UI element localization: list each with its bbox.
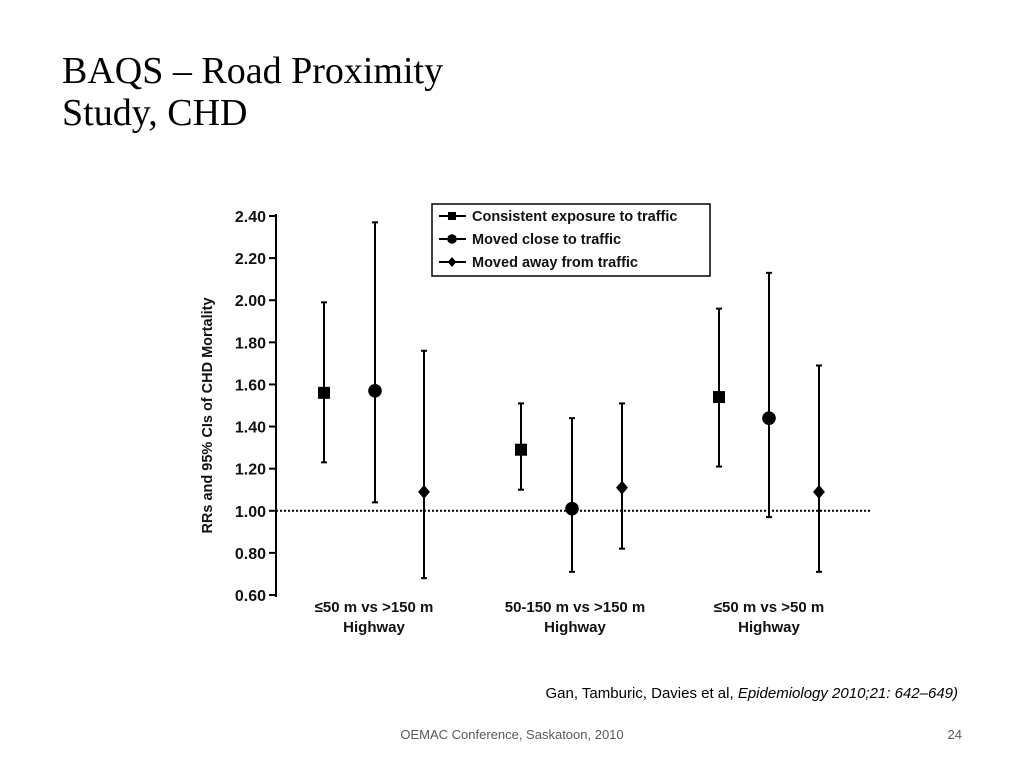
- y-tick-label: 2.20: [235, 251, 266, 268]
- slide-title-line-1: BAQS – Road Proximity: [62, 50, 444, 92]
- point-marker-square: [713, 391, 725, 404]
- y-tick-label: 2.40: [235, 209, 266, 226]
- y-tick-label: 1.80: [235, 335, 266, 352]
- slide-number: 24: [947, 727, 962, 742]
- x-category-label: 50-150 m vs >150 m: [505, 599, 646, 616]
- legend-marker-square: [448, 212, 456, 220]
- point-marker-square: [515, 443, 527, 456]
- y-tick-label: 0.80: [235, 546, 266, 563]
- footer-text: OEMAC Conference, Saskatoon, 2010: [400, 727, 624, 742]
- y-tick-label: 0.60: [235, 588, 266, 605]
- citation-journal: Epidemiology 2010;21: 642–649): [737, 685, 958, 702]
- y-tick-label: 1.20: [235, 462, 266, 479]
- legend-marker-diamond: [447, 257, 457, 267]
- legend-label: Moved close to traffic: [472, 232, 621, 248]
- point-marker-circle: [565, 501, 579, 516]
- legend-label: Consistent exposure to traffic: [472, 209, 677, 225]
- point-marker-diamond: [813, 484, 825, 499]
- citation-authors: Gan, Tamburic, Davies et al,: [545, 685, 738, 702]
- point-marker-diamond: [616, 480, 628, 495]
- legend-box: [431, 203, 711, 277]
- y-axis-label: RRs and 95% CIs of CHD Mortality: [200, 297, 216, 533]
- x-category-label: ≤50 m vs >50 m: [714, 599, 824, 616]
- point-marker-circle: [368, 383, 382, 398]
- y-tick-label: 1.00: [235, 504, 266, 521]
- x-category-label: Highway: [343, 619, 405, 636]
- y-tick-label: 2.00: [235, 293, 266, 310]
- citation: Gan, Tamburic, Davies et al, Epidemiolog…: [546, 685, 958, 702]
- point-marker-square: [318, 386, 330, 399]
- x-category-label: Highway: [738, 619, 800, 636]
- x-category-label: ≤50 m vs >150 m: [315, 599, 434, 616]
- point-marker-circle: [762, 411, 776, 425]
- x-category-label: Highway: [544, 619, 606, 636]
- legend-marker-circle: [447, 234, 457, 244]
- slide-title-line-2: Study, CHD: [62, 92, 248, 134]
- y-tick-label: 1.40: [235, 420, 266, 437]
- slide-title: BAQS – Road Proximity Study, CHD: [62, 50, 443, 134]
- y-tick-label: 1.60: [235, 377, 266, 394]
- point-marker-diamond: [418, 484, 430, 499]
- legend-label: Moved away from traffic: [472, 255, 638, 271]
